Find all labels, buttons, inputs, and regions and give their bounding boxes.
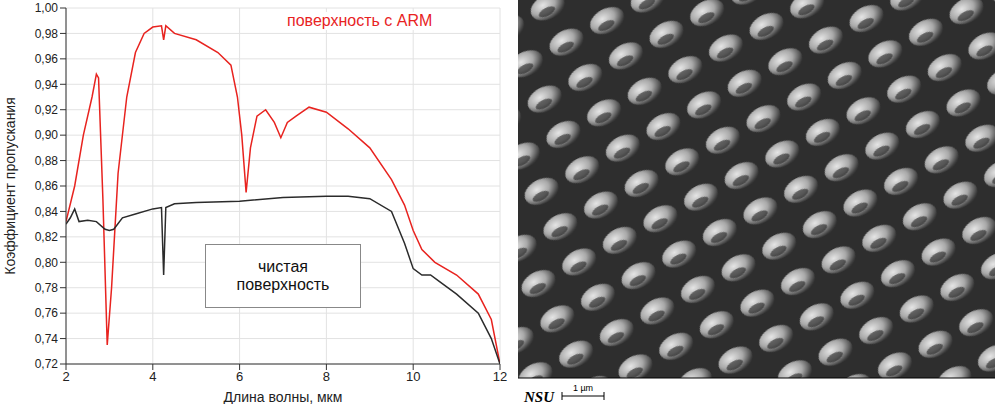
svg-text:8: 8 [323, 369, 330, 384]
svg-text:0,88: 0,88 [35, 154, 59, 168]
svg-text:2: 2 [62, 369, 69, 384]
svg-text:0,94: 0,94 [35, 78, 59, 92]
svg-text:0,78: 0,78 [35, 281, 59, 295]
svg-text:4: 4 [149, 369, 156, 384]
svg-text:0,80: 0,80 [35, 256, 59, 270]
svg-text:12: 12 [493, 369, 507, 384]
svg-text:0,76: 0,76 [35, 306, 59, 320]
svg-text:1 µm: 1 µm [573, 383, 593, 393]
svg-text:6: 6 [236, 369, 243, 384]
html-text:чистая поверхность: чистая поверхность [236, 258, 330, 293]
svg-text:0,74: 0,74 [35, 332, 59, 346]
svg-text:0,96: 0,96 [35, 52, 59, 66]
svg-text:0,82: 0,82 [35, 230, 59, 244]
html-text:поверхность с ARM: поверхность с ARM [287, 12, 433, 29]
svg-text:Длина волны, мкм: Длина волны, мкм [224, 389, 343, 404]
svg-text:Коэффициент пропускания: Коэффициент пропускания [2, 97, 18, 275]
svg-text:0,98: 0,98 [35, 27, 59, 41]
svg-text:0,92: 0,92 [35, 103, 59, 117]
svg-text:0,86: 0,86 [35, 179, 59, 193]
svg-text:10: 10 [406, 369, 420, 384]
svg-text:1,00: 1,00 [35, 1, 59, 15]
svg-text:0,72: 0,72 [35, 357, 59, 371]
svg-text:NSU: NSU [523, 389, 555, 405]
svg-text:0,84: 0,84 [35, 205, 59, 219]
svg-text:0,90: 0,90 [35, 128, 59, 142]
